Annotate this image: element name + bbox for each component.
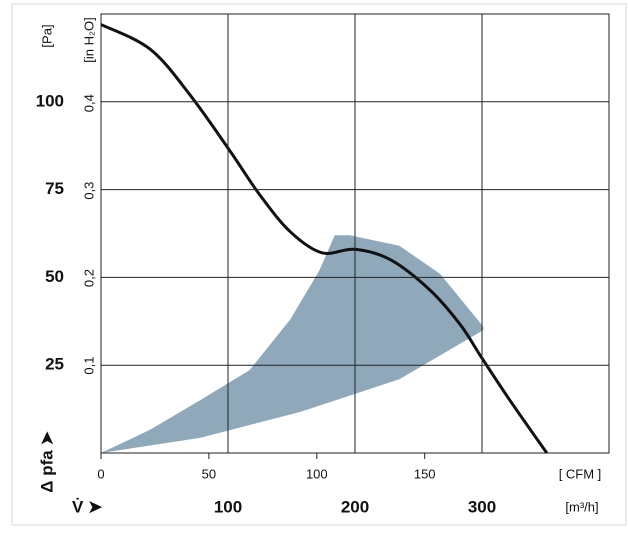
y2-tick-label: 0,2	[81, 269, 96, 287]
y-symbol: Δ pfa ➤	[37, 431, 56, 493]
y-tick-label: 100	[36, 91, 64, 110]
y-axis-label: [Pa]	[39, 24, 54, 47]
x-tick-label: 300	[468, 497, 496, 516]
y2-axis-label: [in H₂O]	[81, 17, 96, 63]
y-tick-label: 50	[45, 267, 64, 286]
y2-tick-label: 0,3	[81, 182, 96, 200]
operating-area	[101, 235, 484, 453]
y-tick-label: 75	[45, 179, 64, 198]
outer-frame	[11, 3, 627, 526]
x-tick-label: 100	[214, 497, 242, 516]
x-tick-label: 200	[341, 497, 369, 516]
y2-tick-label: 0,1	[81, 357, 96, 375]
x2-axis-label: [ CFM ]	[559, 466, 602, 481]
x2-tick-label: 50	[202, 466, 216, 481]
x2-tick-label: 100	[306, 466, 328, 481]
x2-tick-label: 0	[97, 466, 104, 481]
x-symbol: V̇ ➤	[72, 497, 103, 516]
y-tick-label: 25	[45, 355, 64, 374]
x-axis-label: [m³/h]	[565, 499, 598, 514]
x2-tick-label: 150	[414, 466, 436, 481]
y2-tick-label: 0,4	[81, 94, 96, 112]
